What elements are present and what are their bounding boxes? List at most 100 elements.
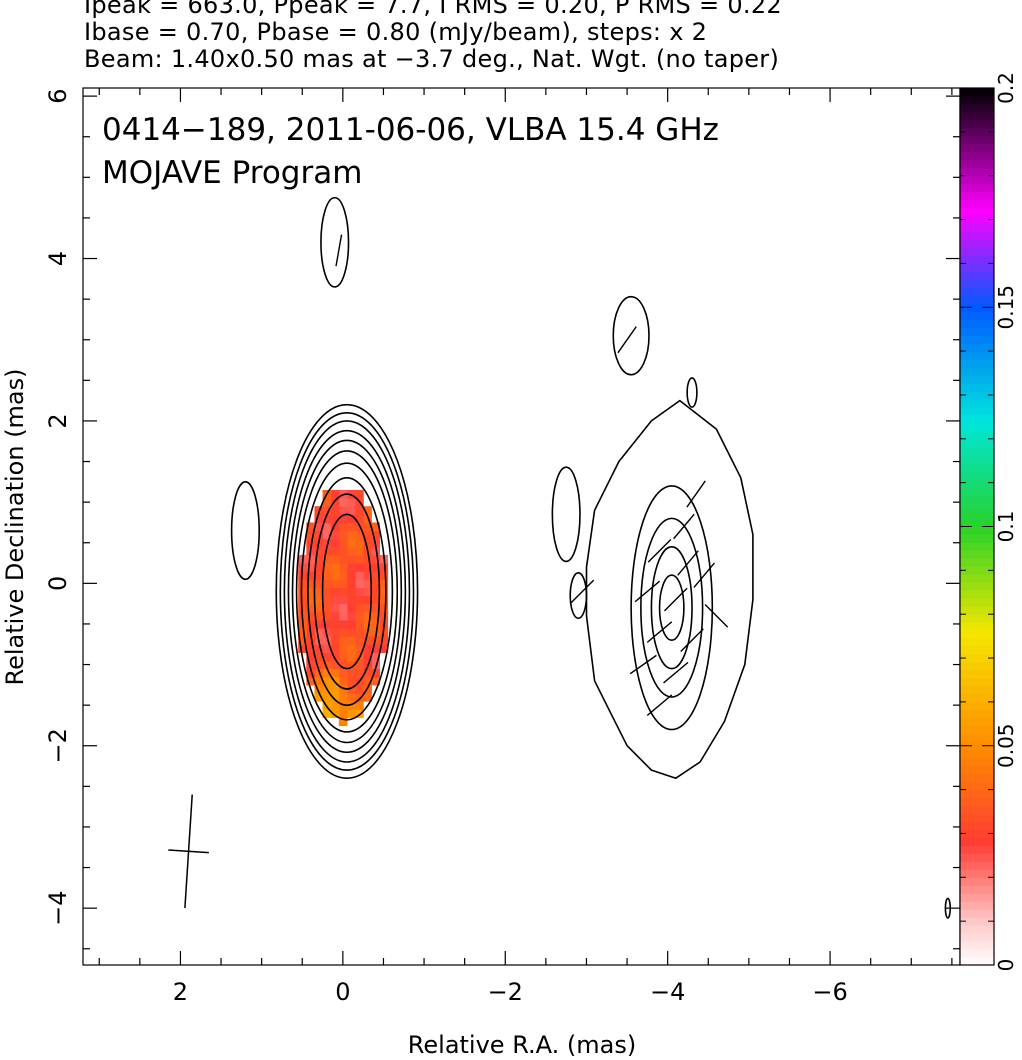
pol-pixel-9 [379, 571, 389, 580]
pol-pixel-122 [338, 636, 348, 645]
colorbar-segment-67 [960, 422, 994, 432]
pol-pixel-241 [298, 644, 307, 653]
colorbar-segment-69 [960, 406, 994, 416]
beam-minor-axis [168, 849, 209, 854]
pol-pixel-1 [379, 636, 389, 645]
colorbar-tick-label-4: 0.2 [994, 72, 1018, 104]
colorbar-segment-22 [960, 781, 994, 791]
pol-pixel-186 [322, 571, 332, 580]
pol-pixel-15 [371, 652, 380, 662]
axis-tick-labels: 2 0 −2 −4 −6 −4 −2 0 2 4 6 [44, 88, 848, 1006]
evpa-vector-3 [570, 579, 595, 604]
pol-pixel-147 [330, 660, 340, 670]
colorbar-segment-19 [960, 805, 994, 815]
colorbar-segment-95 [960, 199, 994, 209]
colorbar-segment-70 [960, 398, 994, 408]
axis-ticks [83, 88, 960, 965]
colorbar-segment-10 [960, 877, 994, 886]
pol-pixel-51 [363, 538, 372, 548]
pol-pixel-232 [306, 587, 316, 597]
pol-pixel-52 [363, 530, 372, 540]
pol-pixel-142 [330, 701, 340, 710]
pol-pixel-226 [306, 636, 316, 645]
colorbar-segment-76 [960, 351, 994, 360]
pol-pixel-117 [338, 676, 348, 686]
counter-component-contour-3 [640, 517, 704, 698]
colorbar-segment-51 [960, 550, 994, 559]
x-tick-label-0: 2 [173, 978, 188, 1006]
pol-pixel-247 [298, 595, 307, 605]
y-tick-label-1: −2 [44, 728, 72, 763]
pol-pixel-203 [314, 644, 324, 653]
colorbar-segment-23 [960, 773, 994, 783]
colorbar-segment-31 [960, 709, 994, 719]
colorbar-segment-99 [960, 167, 994, 177]
pol-pixel-38 [363, 644, 372, 653]
pol-pixel-127 [338, 595, 348, 605]
colorbar-segment-44 [960, 606, 994, 615]
pol-pixel-81 [355, 506, 364, 515]
pol-pixel-93 [346, 636, 356, 645]
pol-pixel-25 [371, 571, 380, 580]
colorbar-segment-41 [960, 630, 994, 639]
small-contour-6 [686, 377, 698, 408]
pol-pixel-192 [322, 522, 332, 532]
pol-pixel-21 [371, 603, 380, 613]
pol-pixel-230 [306, 603, 316, 613]
pol-pixel-191 [322, 530, 332, 540]
pol-pixel-163 [330, 530, 340, 540]
colorbar-segment-72 [960, 382, 994, 392]
colorbar-segment-87 [960, 263, 994, 272]
colorbar-segment-104 [960, 127, 994, 137]
pol-pixel-6 [379, 595, 389, 605]
pol-pixel-157 [330, 579, 340, 589]
pol-pixel-131 [338, 563, 348, 572]
pol-pixel-26 [371, 563, 380, 572]
pol-pixel-150 [330, 636, 340, 645]
small-contour-4 [551, 466, 581, 563]
colorbar-segment-105 [960, 119, 994, 129]
pol-pixel-194 [322, 506, 332, 515]
pol-pixel-155 [330, 595, 340, 605]
colorbar-segment-102 [960, 143, 994, 153]
pol-pixel-13 [371, 668, 380, 678]
pol-pixel-136 [338, 522, 348, 532]
colorbar-segment-4 [960, 925, 994, 934]
pol-pixel-109 [346, 506, 356, 515]
pol-pixel-161 [330, 546, 340, 556]
evpa-vector-4 [647, 539, 672, 563]
header-line-base-steps: Ibase = 0.70, Pbase = 0.80 (mJy/beam), s… [84, 18, 708, 46]
pol-pixel-135 [338, 530, 348, 540]
core-contour-10 [275, 403, 419, 780]
chart-title: 0414−189, 2011-06-06, VLBA 15.4 GHz [102, 112, 719, 148]
pol-pixel-162 [330, 538, 340, 548]
pol-pixel-198 [314, 684, 324, 694]
colorbar-segment-18 [960, 813, 994, 822]
colorbar-segment-17 [960, 821, 994, 830]
small-contour-2 [612, 295, 650, 376]
pol-pixel-148 [330, 652, 340, 662]
colorbar-segment-108 [960, 95, 994, 105]
pol-pixel-187 [322, 563, 332, 572]
colorbar-segment-38 [960, 654, 994, 663]
pol-pixel-118 [338, 668, 348, 678]
pol-pixel-102 [346, 563, 356, 572]
pol-pixel-71 [355, 587, 364, 597]
pol-pixel-189 [322, 546, 332, 556]
pol-pixel-66 [355, 628, 364, 637]
pol-pixel-76 [355, 546, 364, 556]
evpa-vector-1 [335, 234, 343, 267]
pol-pixel-165 [330, 514, 340, 524]
small-contour-5 [569, 571, 588, 620]
colorbar-segment-47 [960, 582, 994, 591]
colorbar-segment-2 [960, 941, 994, 950]
colorbar-segment-109 [960, 88, 994, 97]
pol-pixel-133 [338, 546, 348, 556]
pol-pixel-145 [330, 676, 340, 686]
pol-pixel-32 [363, 692, 372, 702]
pol-pixel-129 [338, 579, 348, 589]
pol-pixel-62 [355, 660, 364, 670]
colorbar-segment-106 [960, 111, 994, 121]
colorbar-segment-35 [960, 677, 994, 687]
colorbar-segment-43 [960, 614, 994, 623]
